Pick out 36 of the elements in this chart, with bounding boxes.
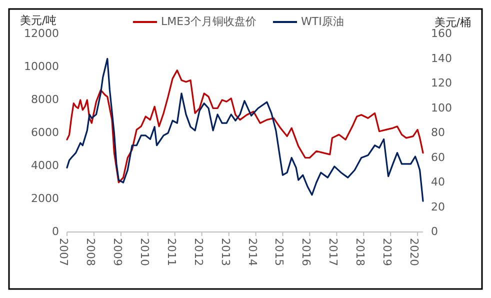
y-axis-title: 美元/吨 bbox=[20, 14, 57, 27]
y-tick-label: 10000 bbox=[24, 60, 59, 74]
x-tick-label: 2015 bbox=[272, 238, 286, 266]
legend-label: WTI原油 bbox=[301, 15, 344, 28]
y-tick-label: 0 bbox=[52, 225, 59, 238]
y2-tick-label: 140 bbox=[431, 52, 452, 65]
y2-tick-label: 40 bbox=[431, 176, 445, 189]
y-tick-label: 6000 bbox=[31, 126, 59, 140]
y2-tick-label: 20 bbox=[431, 200, 445, 214]
x-tick-label: 2011 bbox=[164, 238, 178, 266]
x-tick-label: 2020 bbox=[408, 238, 421, 266]
x-tick-label: 2007 bbox=[56, 238, 70, 266]
x-tick-label: 2012 bbox=[192, 238, 205, 266]
line-series bbox=[66, 70, 424, 184]
y2-tick-label: 80 bbox=[431, 126, 445, 140]
y2-axis-title: 美元/桶 bbox=[434, 16, 471, 29]
x-tick-label: 2014 bbox=[246, 238, 259, 266]
y2-tick-label: 120 bbox=[431, 76, 452, 90]
y2-tick-label: 60 bbox=[431, 150, 445, 164]
x-tick-label: 2019 bbox=[380, 238, 394, 266]
x-tick-label: 2010 bbox=[138, 238, 151, 266]
x-tick-label: 2013 bbox=[218, 238, 232, 266]
y-tick-label: 4000 bbox=[31, 159, 59, 172]
x-tick-label: 2016 bbox=[300, 238, 313, 266]
line-series bbox=[66, 58, 424, 202]
y-tick-label: 8000 bbox=[31, 93, 59, 106]
y2-tick-label: 160 bbox=[431, 27, 452, 40]
y-tick-label: 12000 bbox=[24, 27, 59, 40]
x-tick-label: 2017 bbox=[326, 238, 340, 266]
x-tick-label: 2009 bbox=[110, 238, 124, 266]
y2-tick-label: 100 bbox=[431, 101, 452, 114]
y-tick-label: 2000 bbox=[31, 192, 59, 206]
legend-label: LME3个月铜收盘价 bbox=[161, 15, 257, 28]
x-tick-label: 2008 bbox=[84, 238, 97, 266]
x-tick-label: 2018 bbox=[354, 238, 367, 266]
y2-tick-label: 0 bbox=[431, 225, 438, 238]
